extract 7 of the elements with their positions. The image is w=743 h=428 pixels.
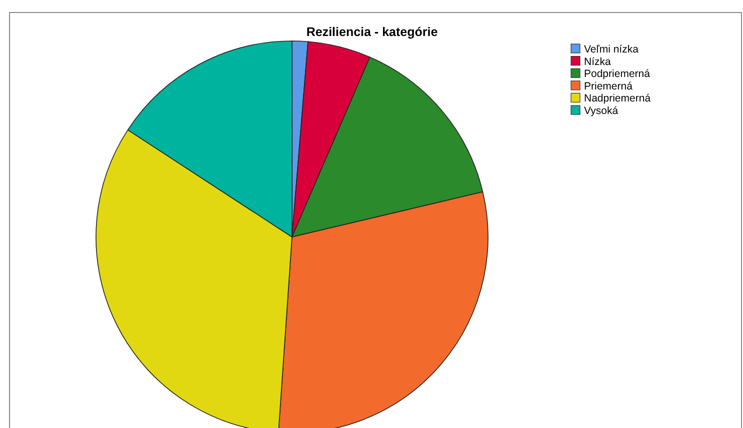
legend-label: Vysoká	[584, 105, 618, 117]
legend-label: Veľmi nízka	[584, 44, 639, 56]
legend-label: Podpriemerná	[584, 68, 650, 80]
legend-label: Nízka	[584, 56, 611, 68]
legend-label: Priemerná	[584, 80, 633, 92]
legend-label: Nadpriemerná	[584, 92, 651, 105]
chart-title: Reziliencia - kategórie	[306, 25, 438, 39]
